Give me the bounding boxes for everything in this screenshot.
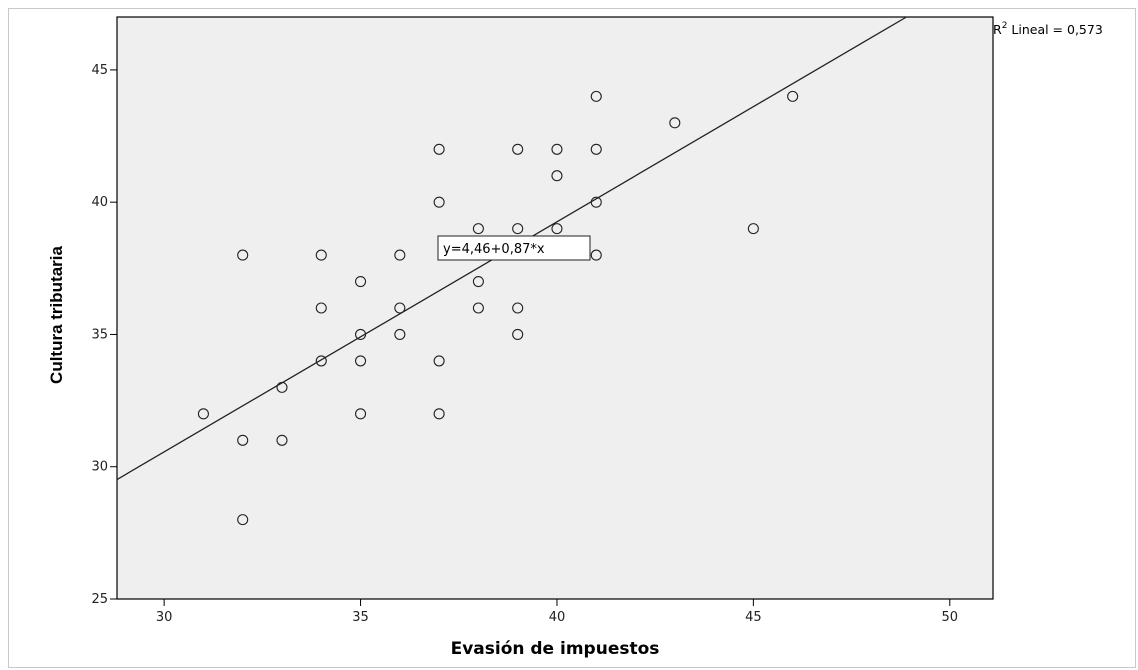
data-point bbox=[394, 302, 406, 314]
data-point bbox=[747, 223, 759, 235]
x-tick-label: 30 bbox=[156, 610, 173, 625]
y-tick-label: 35 bbox=[91, 327, 108, 342]
data-point bbox=[472, 223, 484, 235]
data-point bbox=[472, 275, 484, 288]
equation-label: y=4,46+0,87*x bbox=[443, 242, 545, 257]
data-point bbox=[355, 355, 367, 367]
data-point bbox=[590, 143, 602, 155]
x-axis: 30 35 40 45 50 bbox=[156, 599, 958, 625]
data-point bbox=[472, 302, 484, 314]
x-axis-label: Evasión de impuestos bbox=[451, 639, 660, 659]
data-point bbox=[669, 117, 681, 129]
x-tick-label: 50 bbox=[942, 610, 959, 625]
r2-label: R2 Lineal = 0,573 bbox=[993, 21, 1103, 37]
data-point bbox=[433, 143, 445, 155]
y-tick-label: 25 bbox=[91, 592, 108, 607]
data-point bbox=[237, 434, 249, 446]
data-point bbox=[355, 275, 367, 288]
y-tick-label: 40 bbox=[91, 195, 108, 210]
y-tick-label: 45 bbox=[91, 63, 108, 78]
data-point bbox=[551, 223, 563, 235]
data-point bbox=[433, 355, 445, 367]
data-point bbox=[590, 249, 602, 261]
data-point bbox=[315, 249, 327, 261]
data-point bbox=[276, 434, 288, 446]
data-point bbox=[433, 408, 445, 420]
data-point bbox=[276, 381, 288, 393]
data-point bbox=[394, 328, 406, 341]
data-point bbox=[355, 328, 367, 341]
data-points bbox=[197, 90, 799, 526]
chart-frame bbox=[8, 8, 1136, 668]
data-point bbox=[315, 302, 327, 314]
data-point bbox=[394, 249, 406, 261]
data-point bbox=[355, 408, 367, 420]
data-point bbox=[590, 90, 602, 102]
data-point bbox=[551, 170, 563, 182]
data-point bbox=[237, 249, 249, 261]
data-point bbox=[197, 408, 209, 420]
data-point bbox=[433, 196, 445, 208]
data-point bbox=[551, 143, 563, 155]
equation-box: y=4,46+0,87*x bbox=[437, 235, 591, 261]
y-axis-label: Cultura tributaria bbox=[47, 246, 66, 384]
x-tick-label: 45 bbox=[745, 610, 762, 625]
x-tick-label: 40 bbox=[549, 610, 566, 625]
data-point bbox=[512, 302, 524, 314]
data-point bbox=[512, 143, 524, 155]
data-point bbox=[590, 196, 602, 208]
data-point bbox=[787, 90, 799, 102]
y-tick-label: 30 bbox=[91, 460, 108, 475]
data-point bbox=[512, 328, 524, 341]
y-axis: 25 30 35 40 45 bbox=[91, 63, 117, 607]
data-point bbox=[315, 355, 327, 367]
x-tick-label: 35 bbox=[352, 610, 369, 625]
plot-area bbox=[116, 16, 994, 600]
data-point bbox=[512, 223, 524, 235]
data-point bbox=[237, 514, 249, 526]
